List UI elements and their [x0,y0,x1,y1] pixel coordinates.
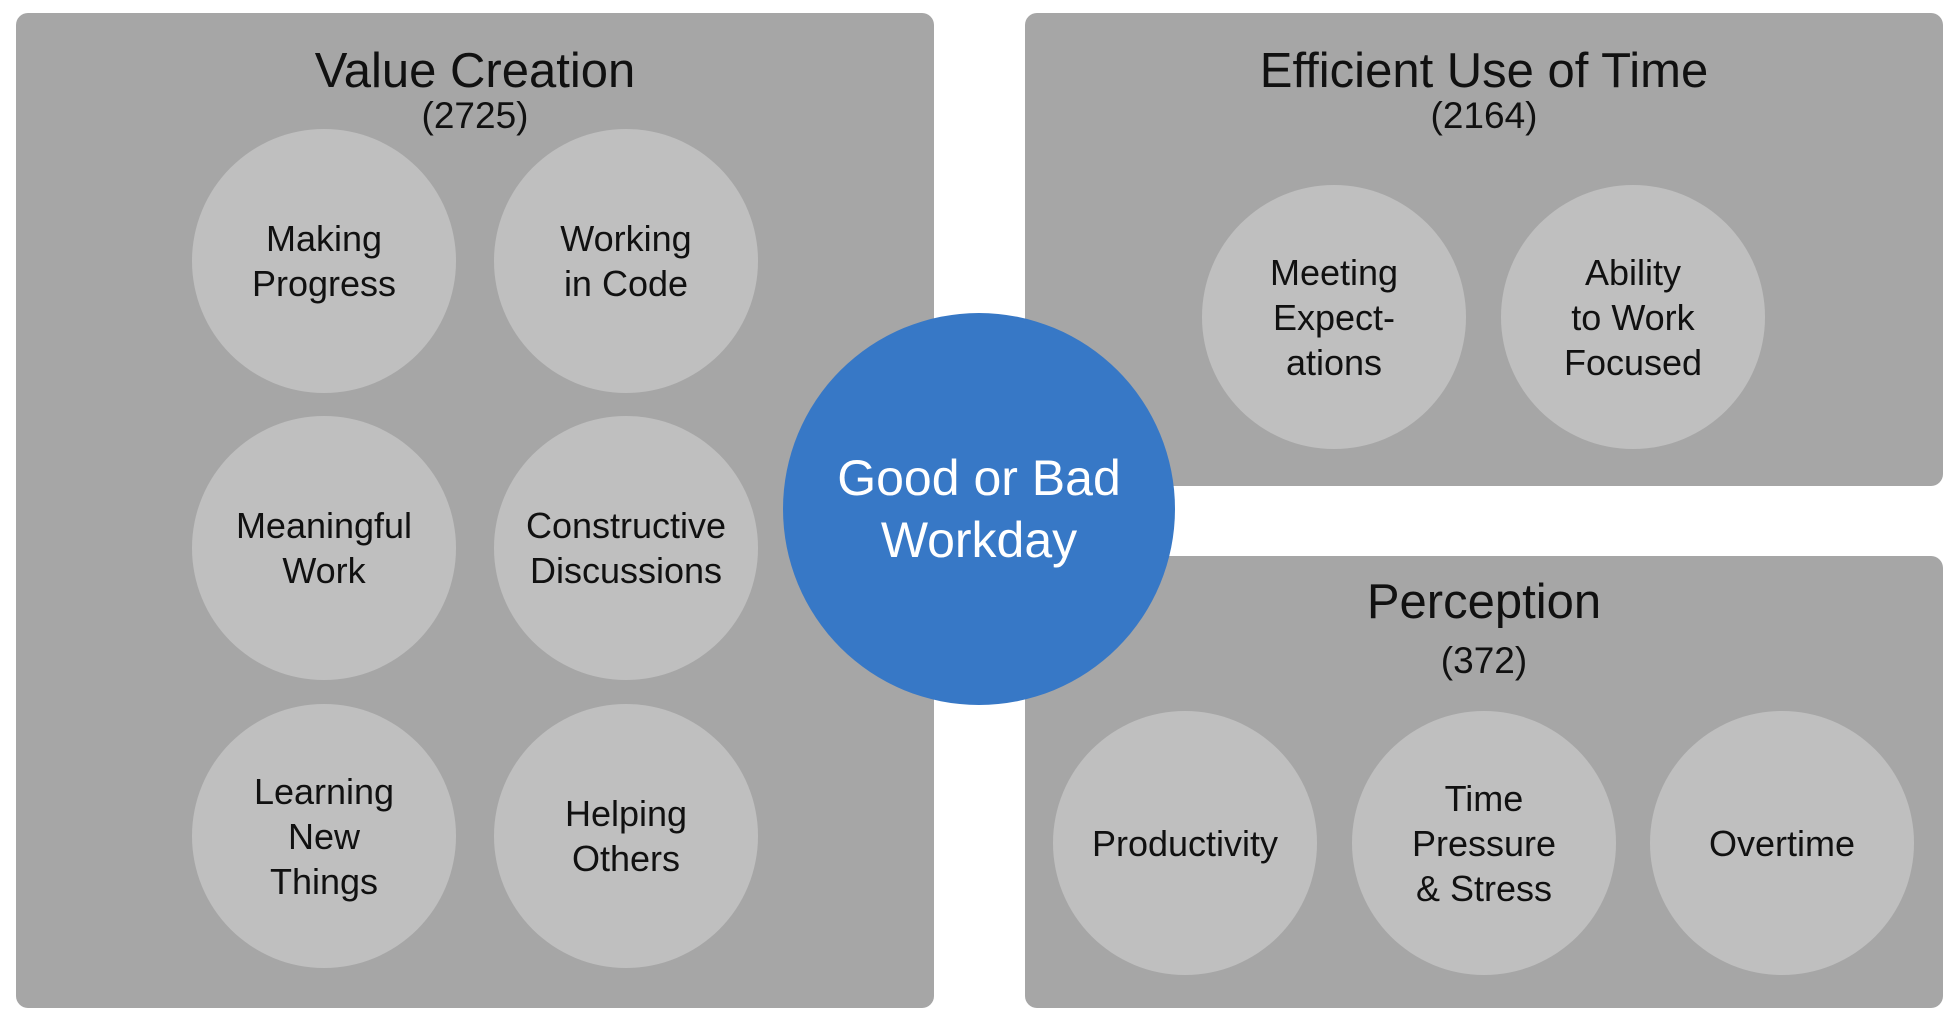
center-label: Good or Bad Workday [837,450,1121,568]
panel-title: Value Creation [314,44,636,98]
panel-title: Perception [1366,575,1602,629]
panel-perception: Perception (372) Productivity Time Press… [1025,556,1943,1008]
panel-value-creation: Value Creation (2725) Making Progress Wo… [16,13,934,1008]
bubble-meaningful-work: Meaningful Work [192,416,456,680]
bubble-label: Overtime [1708,822,1856,864]
bubble-overtime: Overtime [1650,711,1914,975]
bubble-constructive-discussions: Constructive Discussions [494,416,758,680]
panel-count: (372) [1440,640,1528,681]
bubble-label: Making Progress [251,218,397,304]
panel-efficient-use-of-time: Efficient Use of Time (2164) Meeting Exp… [1025,13,1943,486]
bubble-ability-to-work-focused: Ability to Work Focused [1501,185,1765,449]
bubble-label: Ability to Work Focused [1563,251,1703,383]
bubble-time-pressure-stress: Time Pressure & Stress [1352,711,1616,975]
bubble-helping-others: Helping Others [494,704,758,968]
bubble-label: Productivity [1091,822,1279,864]
panel-count: (2164) [1430,95,1538,136]
bubble-working-in-code: Working in Code [494,129,758,393]
bubble-label: Meeting Expect- ations [1269,251,1399,383]
bubble-label: Working in Code [560,218,692,304]
panel-count: (2725) [421,95,529,136]
bubble-meeting-expectations: Meeting Expect- ations [1202,185,1466,449]
bubble-learning-new-things: Learning New Things [192,704,456,968]
bubble-label: Constructive Discussions [525,505,727,591]
bubble-making-progress: Making Progress [192,129,456,393]
bubble-productivity: Productivity [1053,711,1317,975]
bubble-label: Learning New Things [253,770,395,902]
bubble-label: Helping Others [564,793,688,879]
panel-title: Efficient Use of Time [1259,44,1709,98]
bubble-label: Meaningful Work [235,505,413,591]
bubble-label: Time Pressure & Stress [1411,777,1557,909]
center-node-good-or-bad-workday: Good or Bad Workday [783,313,1175,705]
